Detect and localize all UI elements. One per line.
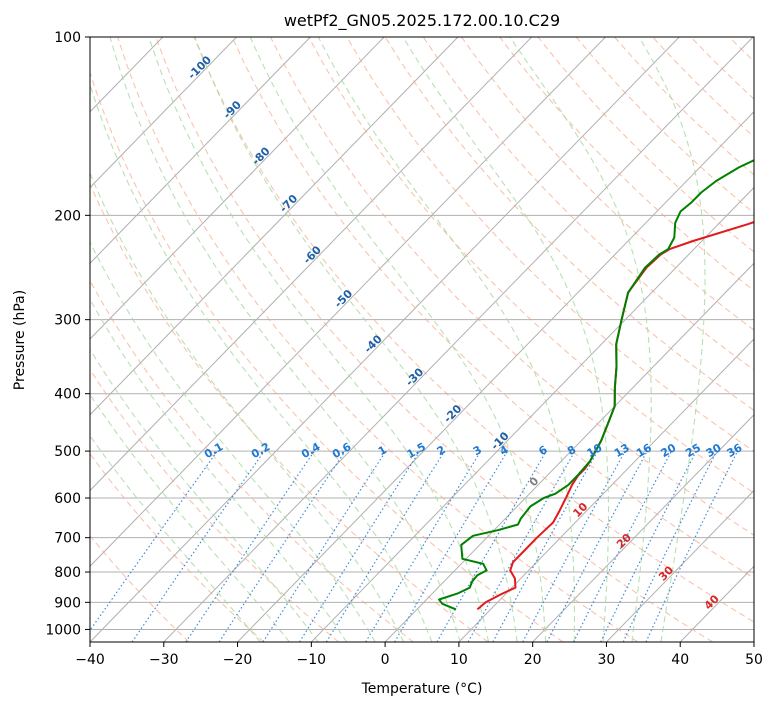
y-tick-label: 400 xyxy=(54,387,81,403)
y-tick-label: 200 xyxy=(54,208,81,224)
dry-adiabat-line xyxy=(90,70,564,642)
isotherm-line xyxy=(90,37,237,189)
mixing-ratio-line xyxy=(299,450,421,642)
isotherm-line xyxy=(90,37,311,264)
y-tick-label: 1000 xyxy=(45,622,81,638)
mixing-ratio-line xyxy=(522,450,626,642)
mixing-ratio-line xyxy=(131,450,265,642)
chart-title: wetPf2_GN05.2025.172.00.10.C29 xyxy=(284,11,560,31)
mixing-ratio-line xyxy=(90,450,218,632)
moist-adiabat-line xyxy=(194,37,518,642)
mixing-ratio-line xyxy=(600,450,697,642)
y-tick-label: 500 xyxy=(54,444,81,460)
moist-adiabat-line xyxy=(148,37,490,642)
mixing-ratio-line xyxy=(467,450,576,642)
moist-adiabat-line xyxy=(509,37,652,642)
y-tick-label: 700 xyxy=(54,531,81,547)
dry-adiabat-line xyxy=(90,368,339,642)
moist-adiabat-line xyxy=(90,240,376,642)
dewpoint-profile-line xyxy=(438,159,754,611)
x-tick-label: −40 xyxy=(75,652,105,668)
mixing-ratio-line xyxy=(262,450,387,642)
moist-adiabat-line xyxy=(90,171,405,642)
isotherm-line xyxy=(163,37,754,642)
dry-adiabat-line xyxy=(117,37,639,642)
y-tick-label: 600 xyxy=(54,491,81,507)
background-lines xyxy=(90,37,754,642)
isotherm-line xyxy=(90,37,606,567)
isotherm-line xyxy=(532,414,754,642)
moist-adiabat-line xyxy=(249,37,547,642)
x-tick-label: 20 xyxy=(524,652,542,668)
x-tick-label: −20 xyxy=(223,652,253,668)
x-axis-label: Temperature (°C) xyxy=(361,681,483,697)
mixing-ratio-line xyxy=(325,450,446,642)
mixing-ratio-line xyxy=(365,450,482,642)
isotherm-line xyxy=(90,37,385,340)
profile-lines xyxy=(438,159,754,611)
moist-adiabat-line xyxy=(402,37,610,642)
moist-adiabat-line xyxy=(90,434,261,642)
mixing-ratio-line xyxy=(218,450,346,642)
mixing-ratio-line xyxy=(185,450,315,642)
dry-adiabat-line xyxy=(499,37,754,292)
dry-adiabat-line xyxy=(90,279,414,642)
plot-area xyxy=(90,37,754,642)
mixing-ratio-line xyxy=(622,450,718,642)
isotherm-line xyxy=(384,262,754,642)
moist-adiabat-line xyxy=(638,37,706,642)
dry-adiabat-line xyxy=(193,37,754,623)
x-tick-label: −10 xyxy=(297,652,327,668)
dry-adiabat-line xyxy=(90,452,265,642)
moist-adiabat-line xyxy=(90,298,348,642)
dry-adiabat-line xyxy=(90,182,489,642)
y-axis-label: Pressure (hPa) xyxy=(12,290,28,390)
isotherm-line xyxy=(310,186,754,642)
y-tick-label: 300 xyxy=(54,313,81,329)
x-tick-label: 30 xyxy=(598,652,616,668)
x-tick-label: −30 xyxy=(149,652,179,668)
moist-adiabat-line xyxy=(90,82,433,642)
y-tick-label: 100 xyxy=(54,30,81,46)
x-tick-label: 50 xyxy=(745,652,763,668)
x-tick-label: 10 xyxy=(450,652,468,668)
plot-frame xyxy=(89,36,755,643)
isotherm-line xyxy=(90,37,680,642)
isotherm-line xyxy=(90,37,459,416)
y-tick-label: 900 xyxy=(54,595,81,611)
isotherm-line xyxy=(237,111,754,642)
isotherm-line xyxy=(90,37,533,492)
moist-adiabat-line xyxy=(109,37,461,642)
isotherm-line xyxy=(606,489,754,642)
x-tick-label: 40 xyxy=(671,652,689,668)
x-tick-label: 0 xyxy=(381,652,390,668)
axes: −40 −30 −20 −10 0 10 20 30 40 50 100 200 300 400 500 60… xyxy=(45,30,763,668)
moist-adiabat-line xyxy=(90,348,319,642)
y-tick-label: 800 xyxy=(54,565,81,581)
mixing-ratio-line xyxy=(492,450,599,642)
moist-adiabat-line xyxy=(317,37,576,642)
